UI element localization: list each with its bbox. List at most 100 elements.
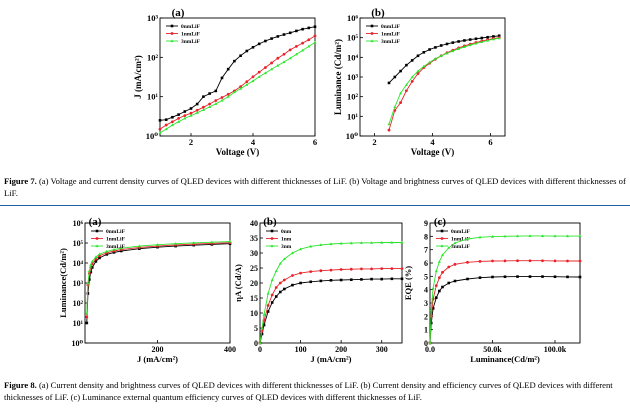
fig7b-point [462,45,466,48]
fig7a-xtick-label: 4 [251,137,256,147]
fig8a-point [174,242,178,245]
fig8c-point [431,286,435,290]
fig7b-point [405,89,408,93]
fig8c-chart: 0.0 50.0k 100.0k 0 1 2 3 4 5 6 7 8 9 Luminance(Cd/m²)… [403,216,582,364]
fig7a-ytick-label: 10³ [147,13,159,23]
fig7b-point [491,37,495,41]
fig7a-point [214,99,218,102]
fig8c-point [434,269,438,273]
fig7a-point [177,113,180,116]
fig8c-xlabel: Luminance(Cd/m²) [470,354,540,364]
fig7b-point [405,63,408,67]
fig8b-point [360,267,363,271]
fig7a-point [158,119,162,122]
fig8b-chart: 0 100 200 300 0 5 10 15 20 25 30 35 40 J (mA/cm²) ηA (… [233,216,404,364]
fig8a-legend-label: 1nmLiF [106,237,126,243]
fig7b-point [486,35,489,39]
fig8c-point [466,237,469,241]
fig7b-ylabel: Luminance (Cd/m²) [333,39,343,115]
fig7b-point [497,36,501,40]
fig8a-ytick-label: 10⁵ [73,239,84,248]
fig7b-point [463,39,466,42]
fig7b-legend-marker [370,24,374,28]
fig8b-point [274,295,278,298]
fig8c-ytick-label: 8 [424,232,428,241]
fig7b-point [468,43,472,47]
fig7a-point [251,45,255,49]
fig8c-ytick-label: 3 [424,299,428,308]
fig8a-point [94,260,98,263]
fig8c-series-line [429,235,580,344]
fig8b-point [282,257,286,261]
fig8b-point [274,286,278,289]
fig7b-point [416,69,420,73]
fig7a-series-line [159,35,316,130]
fig8b-legend-marker [270,244,274,248]
fig7b-point [399,101,402,104]
fig8a-point [90,259,94,263]
fig7b-point [416,72,420,75]
fig7a-point [313,25,317,29]
fig8c-legend-marker [440,244,444,248]
fig8c-point [431,307,435,310]
fig7a-point [177,120,181,123]
fig8a-xtick-label: 400 [224,345,236,354]
fig8c-point [434,296,438,299]
fig7b-point [399,91,403,95]
fig7b-point [404,83,408,86]
fig8b-point [299,271,302,275]
fig8b-point [400,277,404,281]
fig8c-point [553,234,557,238]
fig8a-point [89,263,93,267]
fig8b-point [299,281,302,285]
fig7a-chart: 2 4 6 10⁰ 10¹ 10² 10³ Voltage (V) J (mA/cm²) (a) 0… [133,7,317,157]
fig7a-panel-label: (a) [172,7,185,19]
fig8b-point [349,241,353,245]
fig7b-point [387,122,391,126]
fig7b-point [428,60,432,64]
fig8b-series-line [259,268,402,344]
fig8b-point [260,332,264,336]
fig8a-legend-label: 3nmLiF [106,244,126,250]
fig8a-xlabel: J (mA/cm²) [137,354,178,364]
fig7b-xlabel: Voltage (V) [411,147,454,157]
fig7a-point [239,87,243,90]
fig8c-ytick-label: 5 [424,272,428,281]
fig8c-legend-marker [440,229,444,233]
fig8a-legend-label: 0nmLiF [106,229,126,235]
fig7b-ytick-label: 10⁴ [347,52,359,62]
fig7a-point [257,70,261,74]
fig8c-legend-label: 0nmLiF [451,229,471,235]
fig7b-point [416,54,420,58]
fig7b-point [486,38,490,42]
fig8c-point [441,253,444,257]
fig7a-point [214,102,218,105]
fig7a-point [195,111,199,114]
fig7a-point [282,52,286,56]
fig7a-point [288,48,292,52]
fig8b-point [291,283,294,287]
fig8b-xtick-label: 200 [335,345,347,354]
fig8c-point [478,235,482,239]
fig8b-ytick-label: 5 [254,324,258,333]
fig8a-ytick-label: 10² [73,299,84,308]
fig7a-point [263,71,267,75]
fig8b-legend-label: 3nm [281,244,292,250]
fig8c-point [541,259,544,263]
fig7b-legend-marker [370,39,374,43]
fig7b-series-line [388,37,500,131]
fig7b-ytick-label: 10⁰ [346,131,359,141]
fig8a-chart: 200 400 10⁰ 10¹ 10² 10³ 10⁴ 10⁵ 10⁶ J (mA/cm²) Lum… [58,216,236,364]
fig8a-point [119,249,123,253]
fig8c-ytick-label: 7 [424,246,428,255]
fig8a-point [119,246,123,250]
fig7a-point [264,39,267,43]
fig8c-point [503,275,507,279]
fig7a-legend-marker [170,24,174,28]
fig8b-series-line [259,278,402,344]
fig7b-legend-label: 1nmLiF [381,32,401,38]
fig8c-point [516,234,519,238]
fig8a-point [210,240,214,244]
fig7b-ytick-label: 10¹ [347,111,359,121]
fig8c-point [566,259,569,263]
